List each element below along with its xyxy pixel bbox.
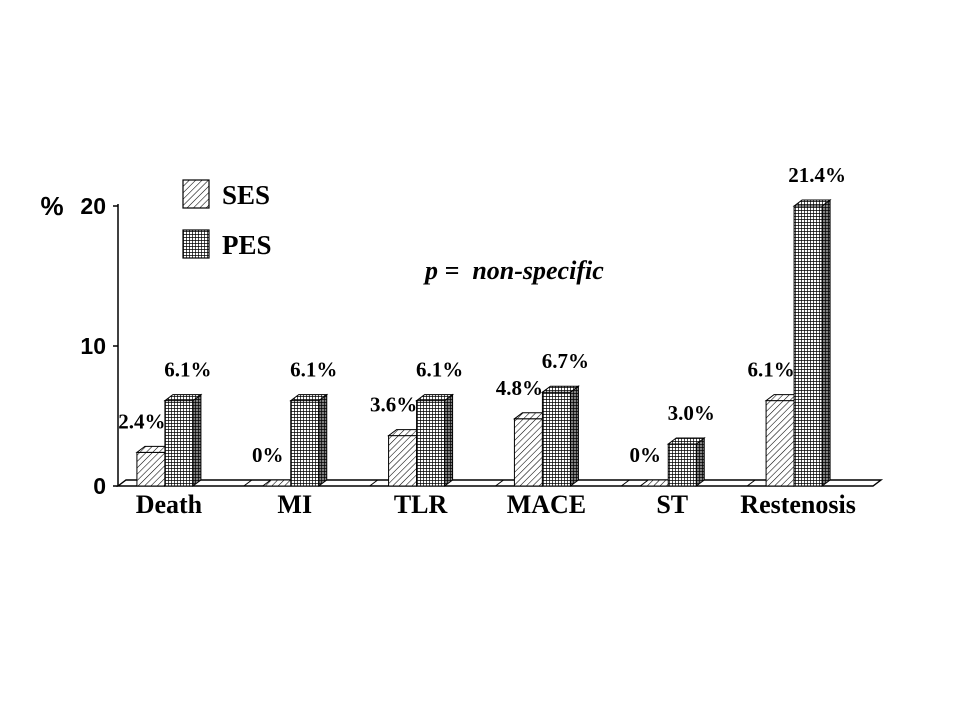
bar-side-face bbox=[695, 437, 705, 487]
legend-swatch-ses bbox=[182, 179, 210, 209]
data-label-pes-st: 3.0% bbox=[668, 401, 715, 425]
bar-group-mace bbox=[512, 385, 580, 487]
bar-front-face bbox=[765, 400, 795, 487]
legend-item-pes: PES bbox=[182, 229, 272, 260]
x-tick-label-tlr: TLR bbox=[394, 490, 448, 519]
bar-front-face bbox=[541, 391, 571, 487]
data-label-pes-mi: 6.1% bbox=[290, 358, 337, 382]
bar-front-face bbox=[136, 451, 166, 487]
x-tick-label-death: Death bbox=[136, 490, 203, 519]
bar-pes-mi bbox=[289, 393, 329, 487]
data-label-pes-tlr: 6.1% bbox=[416, 358, 463, 382]
bar-front-face bbox=[667, 443, 697, 487]
x-tick-labels: Death MI TLR MACE ST Restenosis bbox=[136, 490, 856, 519]
y-tick-label: 0 bbox=[93, 473, 106, 499]
bar-top-face bbox=[163, 394, 203, 402]
data-label-ses-st: 0% bbox=[630, 443, 662, 467]
data-labels: 2.4%6.1%0%6.1%3.6%6.1%4.8%6.7%0%3.0%6.1%… bbox=[118, 163, 846, 467]
legend-label-pes: PES bbox=[222, 230, 272, 260]
x-tick-label-st: ST bbox=[656, 490, 688, 519]
y-tick-label: 10 bbox=[80, 333, 106, 359]
legend-swatch-pes bbox=[182, 229, 210, 259]
data-label-ses-tlr: 3.6% bbox=[370, 393, 417, 417]
data-label-pes-restenosis: 21.4% bbox=[788, 163, 846, 187]
plot-area: 010202.4%6.1%0%6.1%3.6%6.1%4.8%6.7%0%3.0… bbox=[80, 163, 884, 519]
data-label-pes-mace: 6.7% bbox=[542, 349, 589, 373]
bar-side-face bbox=[569, 385, 579, 487]
data-label-ses-mi: 0% bbox=[252, 443, 284, 467]
y-tick-label: 20 bbox=[80, 193, 106, 219]
data-label-ses-death: 2.4% bbox=[118, 409, 165, 433]
x-tick-label-restenosis: Restenosis bbox=[740, 490, 856, 519]
bar-side-face bbox=[318, 393, 328, 487]
y-axis-label: % bbox=[40, 191, 63, 221]
x-tick-label-mi: MI bbox=[277, 490, 312, 519]
bar-top-face bbox=[415, 394, 455, 402]
bars bbox=[135, 199, 832, 487]
bar-pes-tlr bbox=[415, 393, 455, 487]
bar-side-face bbox=[821, 199, 831, 487]
bar-group-tlr bbox=[387, 393, 455, 487]
bar-pes-mace bbox=[540, 385, 580, 487]
data-label-ses-mace: 4.8% bbox=[496, 376, 543, 400]
floor-divider bbox=[621, 479, 630, 487]
bar-front-face bbox=[793, 205, 823, 487]
bar-front-face bbox=[388, 435, 418, 487]
legend: SES PES bbox=[182, 179, 272, 260]
bar-top-face bbox=[289, 394, 329, 402]
bar-top-face bbox=[792, 199, 832, 207]
bar-front-face bbox=[290, 400, 320, 487]
bar-group-st bbox=[638, 437, 706, 487]
bar-front-face bbox=[416, 400, 446, 487]
bar-front-face bbox=[513, 418, 543, 487]
floor-divider bbox=[495, 479, 504, 487]
legend-item-ses: SES bbox=[182, 179, 270, 210]
bar-side-face bbox=[444, 393, 454, 487]
bar-front-face bbox=[164, 400, 194, 487]
bar-pes-st bbox=[666, 437, 706, 487]
data-label-pes-death: 6.1% bbox=[164, 358, 211, 382]
bar-top-face bbox=[540, 385, 580, 393]
bar-group-death bbox=[135, 393, 203, 487]
data-label-ses-restenosis: 6.1% bbox=[747, 358, 794, 382]
bar-pes-restenosis bbox=[792, 199, 832, 487]
bar-pes-death bbox=[163, 393, 203, 487]
bar-side-face bbox=[192, 393, 202, 487]
floor-divider bbox=[369, 479, 378, 487]
chart-annotation: p = non-specific bbox=[423, 256, 604, 285]
legend-label-ses: SES bbox=[222, 180, 270, 210]
bar-group-mi bbox=[261, 393, 329, 487]
bar-group-restenosis bbox=[764, 199, 832, 487]
floor-divider bbox=[746, 479, 756, 487]
bar-top-face bbox=[666, 437, 706, 445]
floor-divider bbox=[243, 479, 253, 487]
x-tick-label-mace: MACE bbox=[507, 490, 586, 519]
